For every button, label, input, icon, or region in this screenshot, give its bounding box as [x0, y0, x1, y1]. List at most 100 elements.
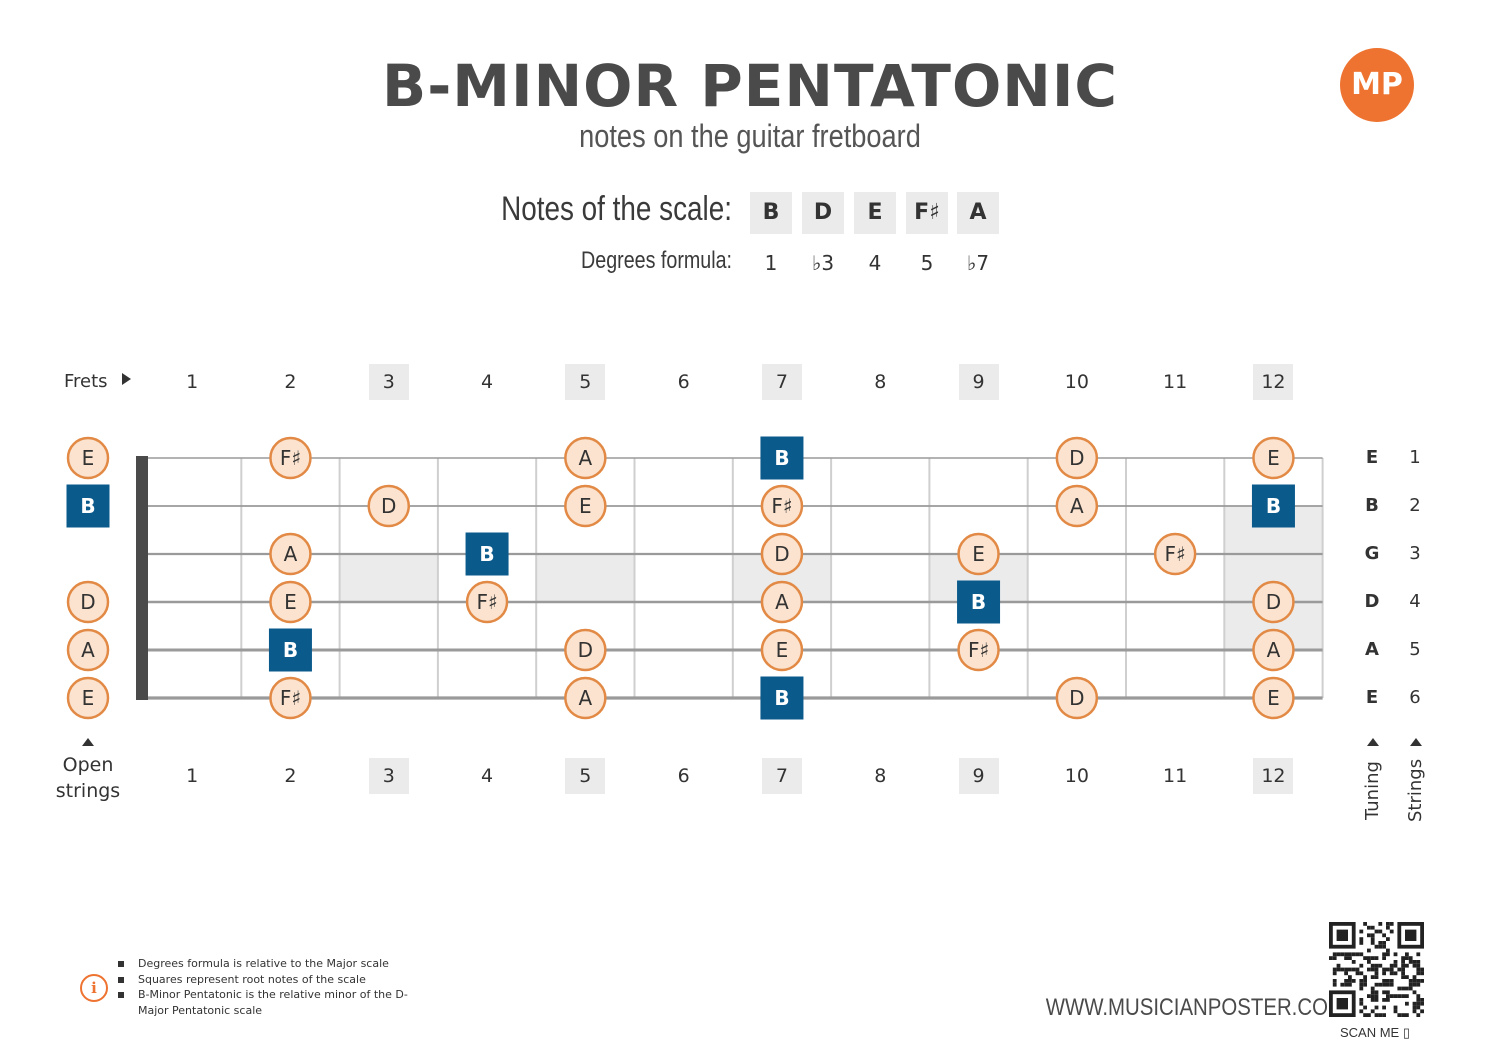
- note-label: D: [774, 542, 789, 566]
- qr-module: [1401, 971, 1405, 976]
- note-label: F♯: [280, 446, 301, 470]
- qr-module: [1344, 967, 1348, 972]
- note-marker: [564, 484, 607, 528]
- qr-module: [1412, 1001, 1417, 1006]
- qr-module: [1344, 982, 1348, 987]
- qr-module: [1412, 979, 1417, 983]
- qr-module: [1405, 952, 1409, 957]
- fret-number: 5: [565, 364, 606, 400]
- qr-module: [1386, 937, 1390, 941]
- note-marker: [465, 580, 509, 624]
- scale-degree: ♭3: [811, 251, 835, 275]
- qr-module: [1355, 967, 1360, 972]
- note-label: D: [1266, 590, 1281, 614]
- qr-module: [1416, 963, 1421, 968]
- qr-module: [1374, 994, 1379, 998]
- qr-module: [1344, 979, 1348, 983]
- qr-module: [1348, 975, 1352, 979]
- qr-module: [1416, 967, 1421, 972]
- qr-module: [1420, 998, 1424, 1002]
- qr-module: [1336, 952, 1341, 957]
- tuning-note: A: [1365, 639, 1379, 660]
- qr-module: [1363, 1005, 1367, 1010]
- scale-notes-label: Notes of the scale:: [501, 190, 732, 228]
- qr-module: [1405, 956, 1409, 960]
- qr-module: [1359, 982, 1364, 987]
- qr-module: [1332, 956, 1337, 960]
- qr-code[interactable]: [1329, 922, 1424, 1017]
- note-marker: [269, 676, 312, 720]
- qr-module: [1355, 952, 1360, 957]
- note-marker: [564, 628, 607, 672]
- note-label: D: [578, 638, 593, 662]
- qr-module: [1420, 979, 1424, 983]
- qr-module: [1367, 960, 1371, 964]
- note-marker: [1055, 676, 1099, 720]
- qr-module: [1359, 929, 1364, 934]
- qr-module: [1336, 967, 1341, 972]
- qr-module: [1393, 971, 1398, 976]
- qr-module: [1351, 967, 1356, 972]
- qr-module: [1389, 963, 1394, 968]
- qr-module: [1382, 979, 1386, 983]
- qr-module: [1408, 960, 1413, 964]
- qr-module: [1374, 975, 1379, 979]
- note-marker: [1153, 532, 1197, 576]
- up-arrow-icon: [1367, 738, 1379, 746]
- qr-module: [1416, 979, 1421, 983]
- qr-module: [1363, 979, 1367, 983]
- qr-module: [1382, 990, 1386, 995]
- qr-module: [1416, 1005, 1421, 1010]
- qr-module: [1412, 975, 1417, 979]
- up-arrow-icon: [1410, 738, 1422, 746]
- qr-module: [1329, 956, 1333, 960]
- qr-module: [1367, 994, 1371, 998]
- scale-degree: 4: [868, 251, 882, 275]
- qr-module: [1393, 963, 1398, 968]
- note-label: E: [82, 446, 95, 470]
- qr-module: [1393, 1005, 1398, 1010]
- qr-module: [1370, 975, 1375, 979]
- note-marker: [269, 580, 312, 624]
- qr-module: [1348, 979, 1352, 983]
- fret-number: 10: [1064, 765, 1089, 787]
- qr-module: [1359, 937, 1364, 941]
- note-marker: [957, 532, 1000, 576]
- qr-module: [1401, 967, 1405, 972]
- website-link[interactable]: WWW.MUSICIANPOSTER.COM: [1045, 994, 1345, 1021]
- qr-module: [1405, 994, 1409, 998]
- qr-module: [1416, 960, 1421, 964]
- scale-note: E: [854, 192, 896, 234]
- note-marker: [66, 628, 110, 672]
- qr-module: [1389, 971, 1394, 976]
- qr-module: [1401, 994, 1405, 998]
- fret-number: 8: [874, 765, 887, 787]
- qr-module: [1382, 998, 1386, 1002]
- qr-module: [1405, 1001, 1409, 1006]
- qr-module: [1420, 971, 1424, 976]
- scale-note: B: [750, 192, 792, 234]
- scan-me-label: SCAN ME ▯: [1340, 1025, 1410, 1041]
- qr-module: [1363, 1013, 1367, 1017]
- note-label: E: [579, 494, 592, 518]
- qr-module: [1393, 1009, 1398, 1014]
- note-marker: [367, 484, 410, 528]
- note-marker: [66, 676, 110, 720]
- note-marker: [1252, 628, 1295, 672]
- qr-module: [1386, 998, 1390, 1002]
- root-note-marker: [66, 484, 110, 528]
- qr-module: [1359, 979, 1364, 983]
- qr-module: [1386, 982, 1390, 987]
- qr-module: [1420, 1009, 1424, 1014]
- qr-module: [1374, 982, 1379, 987]
- note-label: E: [972, 542, 985, 566]
- qr-module: [1416, 1001, 1421, 1006]
- qr-module: [1408, 986, 1413, 991]
- qr-module: [1363, 975, 1367, 979]
- qr-module: [1374, 956, 1379, 960]
- note-label: A: [284, 542, 298, 566]
- qr-module: [1374, 1013, 1379, 1017]
- note-label: F♯: [968, 638, 989, 662]
- scan-me-text: SCAN ME: [1340, 1025, 1400, 1040]
- qr-module: [1405, 986, 1409, 991]
